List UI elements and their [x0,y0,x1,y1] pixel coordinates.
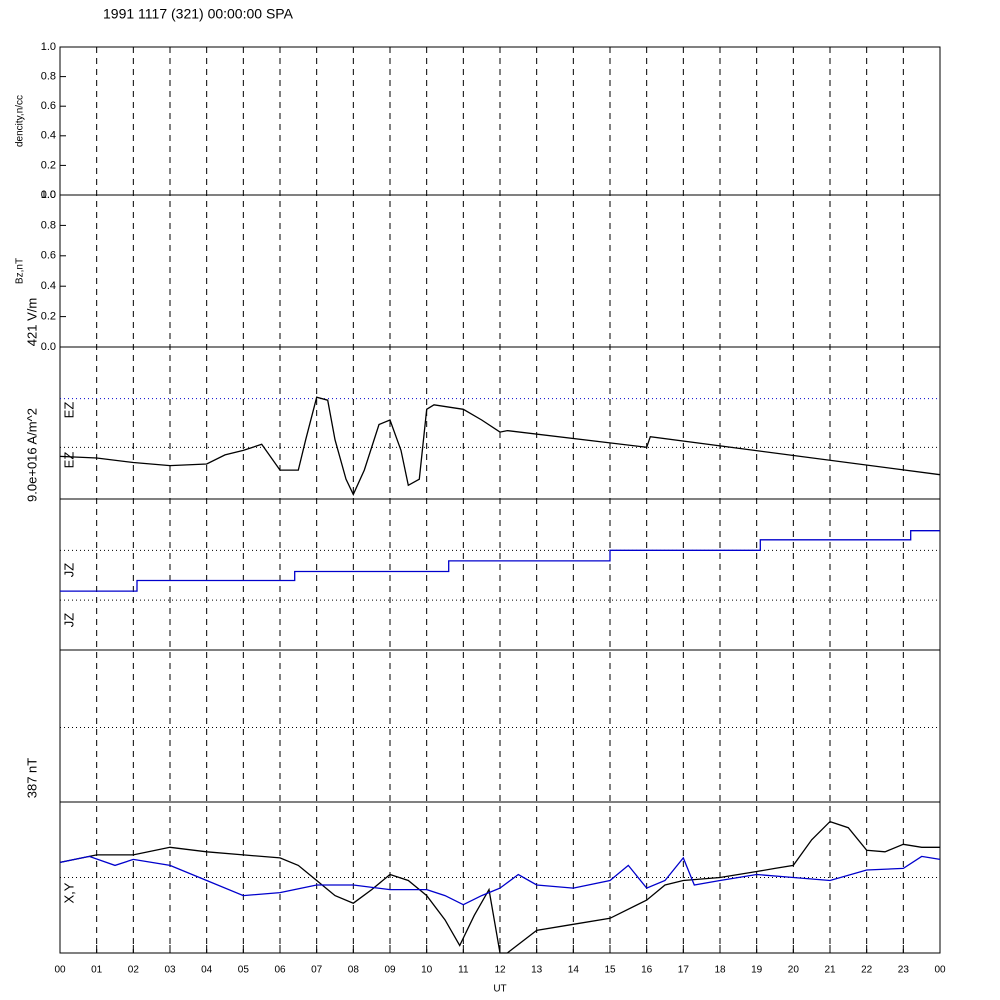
side-label: X,Y [61,882,76,903]
panel-frame [59,649,941,803]
x-tick-label: 00 [934,965,946,976]
y-tick-label: 1.0 [41,41,56,53]
x-tick-label: 01 [91,965,103,976]
y-tick-label: 0.6 [41,250,56,262]
y-tick-label: 0.2 [41,159,56,171]
x-tick-label: 17 [678,965,690,976]
side-label: JZ [61,613,76,628]
x-tick-label: 18 [714,965,726,976]
x-tick-label: 12 [494,965,506,976]
x-tick-label: 20 [788,965,800,976]
x-tick-label: 10 [421,965,433,976]
x-tick-label: 22 [861,965,873,976]
x-tick-label: 05 [238,965,250,976]
y-tick-label: 0.8 [41,71,56,83]
x-tick-label: 04 [201,965,213,976]
y-axis-label: Bz,nT [15,258,26,284]
y-tick-label: 0.8 [41,219,56,231]
data-line [60,530,940,592]
x-tick-label: 16 [641,965,653,976]
side-label: EZ [61,402,76,419]
x-tick-label: 11 [458,965,469,976]
x-tick-label: 23 [898,965,910,976]
x-tick-label: 09 [384,965,396,976]
y-tick-label: 0.0 [41,341,56,353]
side-label: JZ [61,563,76,578]
side-label: EZ [61,452,76,469]
side-label: 9.0e+016 A/m^2 [24,408,39,502]
side-label: 421 V/m [24,298,39,346]
x-tick-label: 14 [568,965,580,976]
x-tick-label: 13 [531,965,543,976]
data-line [59,855,941,906]
x-axis-label: UT [493,984,506,995]
side-label: 387 nT [24,758,39,799]
y-tick-label: 0.4 [41,130,56,142]
x-tick-label: 08 [348,965,360,976]
x-tick-label: 19 [751,965,763,976]
x-tick-label: 15 [604,965,616,976]
x-tick-label: 06 [274,965,286,976]
y-tick-label: 0.0 [41,189,56,201]
x-tick-label: 07 [311,965,323,976]
y-tick-label: 0.2 [41,311,56,323]
chart-title: 1991 1117 (321) 00:00:00 SPA [103,6,294,22]
x-tick-label: 00 [54,965,66,976]
x-tick-label: 21 [824,965,836,976]
y-tick-label: 0.6 [41,100,56,112]
y-axis-label: dencity,n/cc [15,95,26,147]
data-line [59,396,941,496]
data-line [59,820,940,954]
y-tick-label: 0.4 [41,280,56,292]
x-tick-label: 02 [128,965,140,976]
y-tick-label: 1.0 [41,189,56,201]
x-tick-label: 03 [164,965,176,976]
